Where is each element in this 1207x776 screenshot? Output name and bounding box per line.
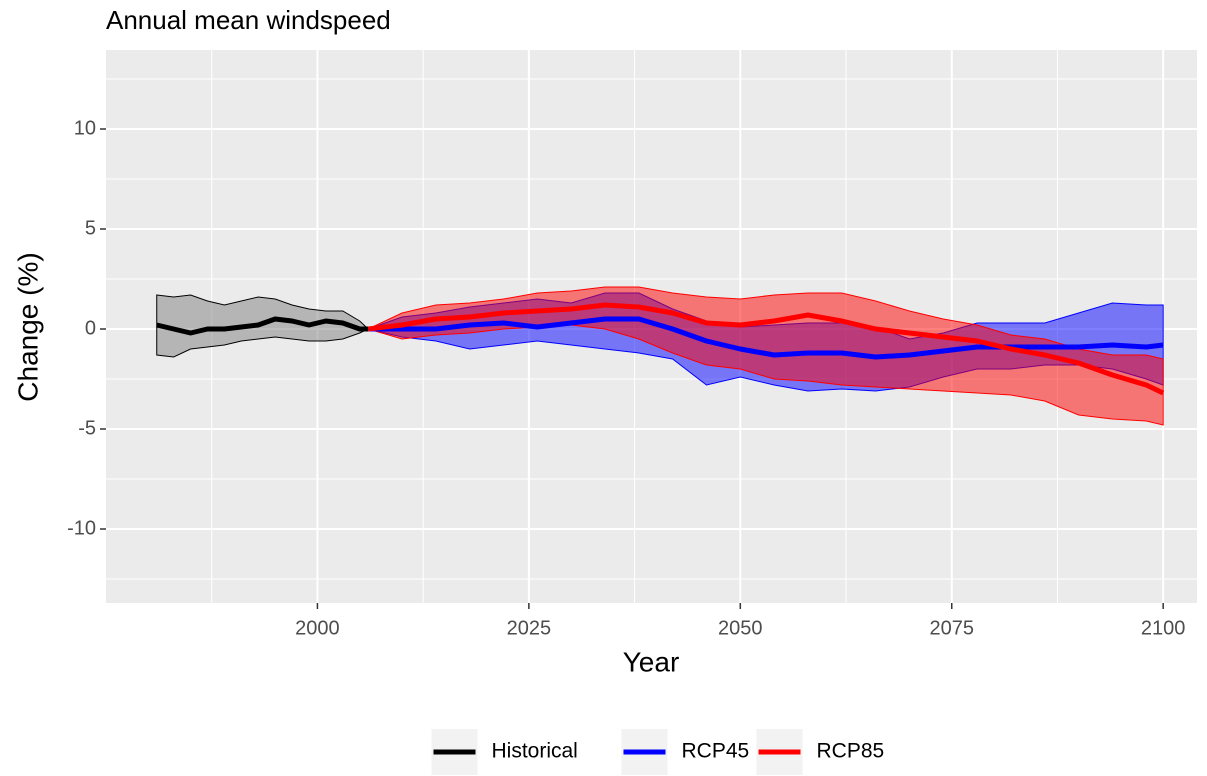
x-axis-title: Year [623,646,680,677]
line [156,316,369,336]
legend-label: RCP85 [817,740,885,763]
legend-label: Historical [492,740,578,763]
y-axis-title: Change (%) [12,252,43,401]
legend-label: RCP45 [682,740,750,763]
x-tick-label: 2025 [507,617,552,639]
x-tick-label: 2050 [718,617,763,639]
y-tick-label: 10 [74,117,96,139]
y-tick-label: 5 [85,217,96,239]
x-tick-label: 2000 [295,617,340,639]
y-tick-label: -10 [67,517,96,539]
chart-title: Annual mean windspeed [106,5,391,35]
x-tick-label: 2100 [1141,617,1186,639]
line [368,316,1164,360]
y-tick-label: 0 [85,317,96,339]
y-tick-label: -5 [78,417,96,439]
x-tick-label: 2075 [929,617,974,639]
line [367,302,1165,396]
